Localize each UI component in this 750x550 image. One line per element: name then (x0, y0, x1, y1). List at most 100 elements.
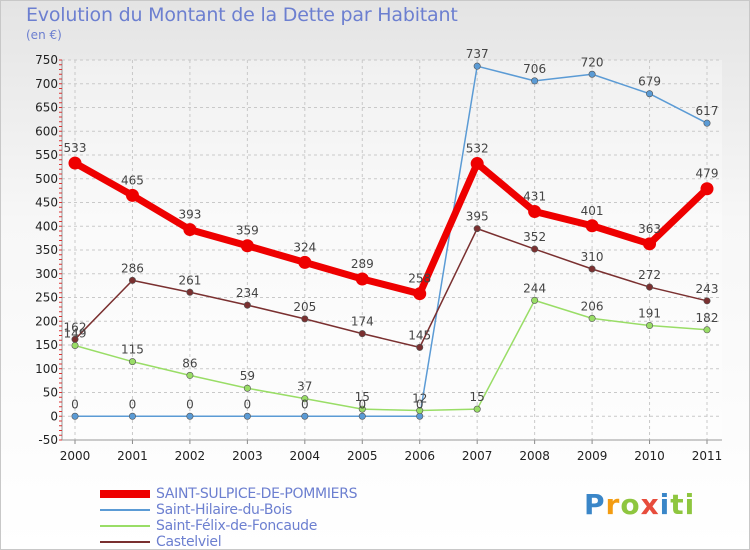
y-tick-label: 500 (35, 172, 58, 186)
data-label: 286 (121, 261, 144, 275)
data-point (186, 412, 194, 420)
data-label: 272 (638, 268, 661, 282)
legend-swatch (100, 541, 150, 543)
data-label: 324 (293, 240, 316, 254)
proxiti-logo: Proxiti (584, 488, 696, 521)
data-point (358, 412, 366, 420)
data-label: 363 (638, 222, 661, 236)
data-point (71, 341, 79, 349)
y-tick-label: 600 (35, 124, 58, 138)
y-tick-label: 650 (35, 101, 58, 115)
data-label: 243 (696, 282, 719, 296)
data-point (416, 407, 424, 415)
data-label: 393 (178, 208, 201, 222)
data-point (416, 343, 424, 351)
data-point (128, 412, 136, 420)
data-label: 310 (581, 250, 604, 264)
series-castelviel (71, 225, 711, 351)
data-label: 0 (301, 397, 309, 411)
x-tick-label: 2000 (60, 449, 91, 463)
data-label: 533 (64, 141, 87, 155)
legend-label: Saint-Hilaire-du-Bois (156, 502, 293, 518)
data-label: 431 (523, 190, 546, 204)
data-label: 12 (412, 392, 427, 406)
legend-swatch (100, 490, 150, 498)
data-label: 0 (186, 397, 194, 411)
data-point (588, 265, 596, 273)
data-point (528, 205, 542, 219)
data-label: 0 (358, 397, 366, 411)
data-label: 706 (523, 62, 546, 76)
data-label: 617 (696, 104, 719, 118)
data-label: 0 (71, 397, 79, 411)
legend-label: Saint-Félix-de-Foncaude (156, 518, 318, 534)
data-point (301, 395, 309, 403)
data-label: 15 (355, 390, 370, 404)
data-label: 115 (121, 343, 144, 357)
axes: -500501001502002503003504004505005506006… (35, 53, 722, 463)
data-point (585, 219, 599, 233)
data-label: 479 (696, 167, 719, 181)
y-tick-label: 450 (35, 196, 58, 210)
data-label: 149 (64, 326, 87, 340)
data-labels: 0 0 0 0 0 0 0 737 706 720 679 617 149 115 86 59 37 15 12 15… (64, 47, 719, 411)
y-tick-label: 750 (35, 53, 58, 67)
data-label: 191 (638, 307, 661, 321)
x-tick-label: 2008 (519, 449, 550, 463)
data-point (646, 322, 654, 330)
y-tick-label: 700 (35, 77, 58, 91)
data-label: 532 (466, 142, 489, 156)
data-point (703, 326, 711, 334)
data-point (183, 223, 197, 237)
series-line (73, 160, 710, 298)
data-point (301, 412, 309, 420)
data-label: 261 (178, 273, 201, 287)
series-lines (68, 62, 714, 420)
data-label: 465 (121, 173, 144, 187)
y-tick-label: -50 (38, 433, 58, 447)
data-label: 395 (466, 210, 489, 224)
data-label: 15 (470, 390, 485, 404)
data-point (243, 412, 251, 420)
data-point (643, 237, 657, 251)
data-label: 0 (244, 397, 252, 411)
data-point (703, 119, 711, 127)
data-point (413, 287, 427, 301)
data-label: 174 (351, 315, 374, 329)
series-line (75, 65, 708, 417)
data-label: 162 (64, 320, 87, 334)
legend-label: Castelviel (156, 534, 222, 550)
data-point (588, 314, 596, 322)
data-point (355, 272, 369, 286)
data-point (646, 90, 654, 98)
data-point (473, 405, 481, 413)
data-point (128, 276, 136, 284)
y-tick-label: 0 (50, 409, 58, 423)
data-label: 737 (466, 47, 489, 61)
data-point (358, 405, 366, 413)
y-tick-label: 50 (43, 386, 58, 400)
data-point (646, 283, 654, 291)
series-line (74, 227, 708, 349)
x-tick-label: 2011 (692, 449, 723, 463)
data-point (531, 296, 539, 304)
data-label: 0 (416, 397, 424, 411)
data-point (531, 77, 539, 85)
series-saint-felix-de-foncaude (71, 296, 711, 415)
data-label: 359 (236, 224, 259, 238)
chart-unit-label: (en €) (26, 28, 62, 42)
legend-swatch (100, 509, 150, 511)
data-label: 679 (638, 75, 661, 89)
data-point (125, 188, 139, 202)
data-label: 234 (236, 286, 259, 300)
y-tick-label: 100 (35, 362, 58, 376)
data-label: 0 (129, 397, 137, 411)
x-tick-label: 2006 (404, 449, 435, 463)
x-tick-label: 2004 (290, 449, 321, 463)
x-tick-label: 2001 (117, 449, 148, 463)
series-saint-hilaire-du-bois (71, 62, 711, 420)
series-line (74, 299, 708, 412)
x-tick-label: 2007 (462, 449, 493, 463)
data-label: 352 (523, 230, 546, 244)
x-tick-label: 2010 (634, 449, 665, 463)
